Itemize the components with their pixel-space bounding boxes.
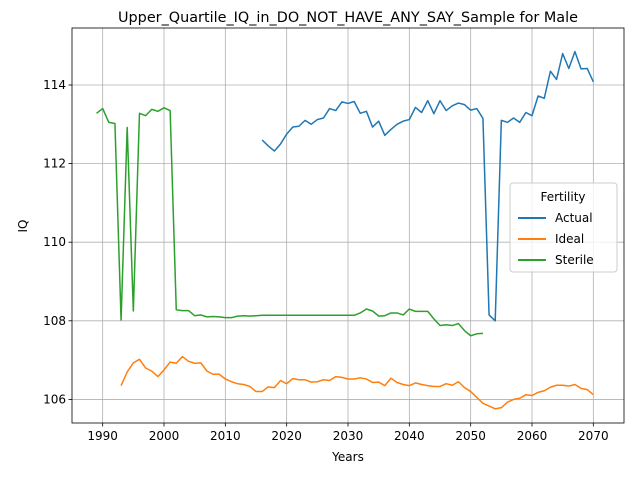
legend: Fertility Actual Ideal Sterile (509, 182, 618, 273)
x-tick-label: 2000 (149, 429, 180, 443)
legend-label-actual: Actual (555, 211, 593, 225)
y-tick-label: 114 (43, 78, 66, 92)
y-axis-ticks: 106 108 110 112 114 (43, 78, 72, 406)
x-tick-label: 2050 (455, 429, 486, 443)
chart-title: Upper_Quartile_IQ_in_DO_NOT_HAVE_ANY_SAY… (118, 10, 578, 26)
y-tick-label: 106 (43, 392, 66, 406)
series-line-sterile (96, 107, 483, 337)
x-tick-label: 2040 (394, 429, 425, 443)
x-axis-label: Years (331, 450, 364, 464)
grid-lines (72, 28, 624, 423)
x-tick-label: 2010 (210, 429, 241, 443)
x-tick-label: 2030 (333, 429, 364, 443)
y-tick-label: 110 (43, 235, 66, 249)
legend-label-sterile: Sterile (555, 253, 594, 267)
y-tick-label: 112 (43, 157, 66, 171)
x-tick-label: 1990 (87, 429, 118, 443)
legend-title: Fertility (540, 190, 585, 204)
series-line-actual (261, 50, 595, 322)
y-axis-label: IQ (16, 220, 30, 233)
x-tick-label: 2060 (517, 429, 548, 443)
series-line-ideal (120, 355, 594, 410)
x-tick-label: 2020 (271, 429, 302, 443)
series-lines (96, 50, 595, 410)
x-tick-label: 2070 (578, 429, 609, 443)
y-tick-label: 108 (43, 314, 66, 328)
x-axis-ticks: 1990 2000 2010 2020 2030 2040 2050 2060 2070 (87, 423, 609, 443)
legend-label-ideal: Ideal (555, 232, 584, 246)
legend-box (509, 182, 618, 273)
